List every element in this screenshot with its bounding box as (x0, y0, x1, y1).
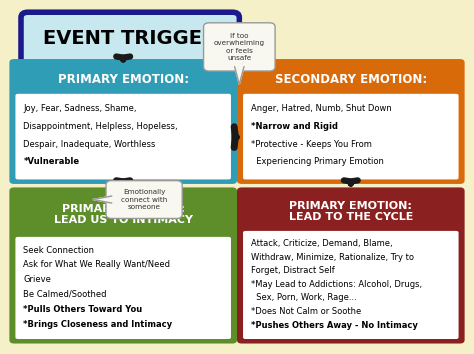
FancyBboxPatch shape (16, 94, 231, 179)
Text: PRIMARY EMOTION:: PRIMARY EMOTION: (58, 73, 189, 86)
FancyBboxPatch shape (21, 12, 239, 64)
Text: *Protective - Keeps You From: *Protective - Keeps You From (251, 140, 372, 149)
Text: Sex, Porn, Work, Rage...: Sex, Porn, Work, Rage... (251, 293, 357, 302)
FancyBboxPatch shape (106, 181, 182, 218)
Text: SECONDARY EMOTION:: SECONDARY EMOTION: (274, 73, 427, 86)
FancyBboxPatch shape (9, 59, 237, 184)
Text: Be Calmed/Soothed: Be Calmed/Soothed (23, 290, 107, 299)
Text: *Brings Closeness and Intimacy: *Brings Closeness and Intimacy (23, 320, 173, 329)
FancyBboxPatch shape (9, 187, 237, 343)
Text: *Does Not Calm or Soothe: *Does Not Calm or Soothe (251, 307, 361, 316)
Text: Emotionally
connect with
someone: Emotionally connect with someone (121, 189, 167, 210)
Text: Forget, Distract Self: Forget, Distract Self (251, 266, 335, 275)
Text: EVENT TRIGGER: EVENT TRIGGER (43, 29, 217, 48)
Polygon shape (235, 67, 244, 84)
Text: *Pushes Others Away - No Intimacy: *Pushes Others Away - No Intimacy (251, 321, 418, 330)
Text: Joy, Fear, Sadness, Shame,: Joy, Fear, Sadness, Shame, (23, 104, 137, 113)
Text: Despair, Inadequate, Worthless: Despair, Inadequate, Worthless (23, 140, 155, 149)
Text: *Vulnerable: *Vulnerable (23, 157, 80, 166)
FancyBboxPatch shape (237, 187, 465, 343)
FancyBboxPatch shape (243, 231, 458, 339)
Text: Seek Connection: Seek Connection (23, 246, 94, 255)
Text: Ask for What We Really Want/Need: Ask for What We Really Want/Need (23, 261, 170, 269)
Text: Experiencing Primary Emotion: Experiencing Primary Emotion (251, 157, 384, 166)
Text: *Pulls Others Toward You: *Pulls Others Toward You (23, 305, 143, 314)
Text: PRIMARY EMOTION:
LEAD TO THE CYCLE: PRIMARY EMOTION: LEAD TO THE CYCLE (289, 201, 413, 222)
Text: Disappointment, Helpless, Hopeless,: Disappointment, Helpless, Hopeless, (23, 122, 178, 131)
Polygon shape (93, 196, 111, 203)
FancyBboxPatch shape (237, 59, 465, 184)
Text: *Narrow and Rigid: *Narrow and Rigid (251, 122, 338, 131)
Text: Attack, Criticize, Demand, Blame,: Attack, Criticize, Demand, Blame, (251, 239, 392, 248)
FancyBboxPatch shape (243, 94, 458, 179)
Text: PRIMARY EMOTION:
LEAD US TO INTIMACY: PRIMARY EMOTION: LEAD US TO INTIMACY (54, 204, 193, 225)
FancyBboxPatch shape (16, 237, 231, 339)
FancyBboxPatch shape (203, 23, 275, 71)
Text: Grieve: Grieve (23, 275, 51, 284)
Text: Anger, Hatred, Numb, Shut Down: Anger, Hatred, Numb, Shut Down (251, 104, 392, 113)
Text: If too
overwhelming
or feels
unsafe: If too overwhelming or feels unsafe (214, 33, 265, 61)
Text: Withdraw, Minimize, Rationalize, Try to: Withdraw, Minimize, Rationalize, Try to (251, 253, 414, 262)
Text: *May Lead to Addictions: Alcohol, Drugs,: *May Lead to Addictions: Alcohol, Drugs, (251, 280, 422, 289)
